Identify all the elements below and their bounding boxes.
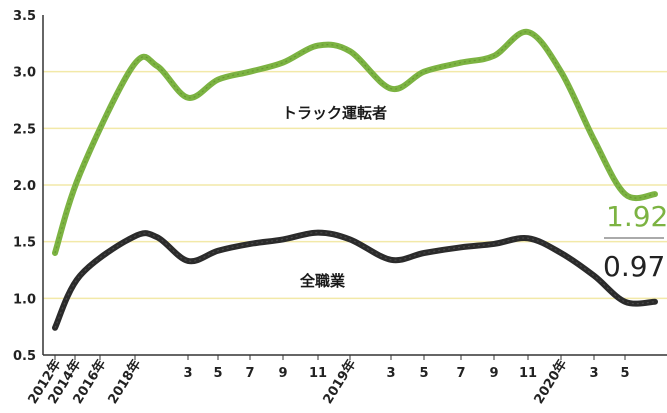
x-tick-label-8: 11 (309, 366, 327, 381)
series-0-point-7 (282, 62, 284, 64)
series-0-point-15 (560, 71, 562, 73)
x-tick-label-14: 11 (519, 366, 537, 381)
series-1-point-1 (79, 275, 81, 277)
series-1-point-11 (423, 252, 425, 254)
series-1-point-13 (493, 243, 495, 245)
series-1-point-17 (624, 301, 626, 303)
x-tick-label-12: 7 (456, 366, 465, 381)
series-0-point-6 (249, 71, 251, 73)
series-0-point-9 (349, 50, 351, 52)
series-1-point-2 (132, 236, 134, 238)
series-label-all-occupations: 全職業 (299, 272, 346, 290)
series-0-point-17 (624, 193, 626, 195)
x-tick-label-10: 3 (386, 366, 395, 381)
series-0-point-3 (156, 65, 158, 67)
x-tick-label-15: 2020年 (531, 357, 571, 407)
series-1-point-12 (460, 247, 462, 249)
series-0-point-16 (593, 139, 595, 141)
series-lines (52, 28, 658, 331)
series-0-point-5 (217, 79, 219, 81)
series-0-point-0 (54, 252, 56, 254)
series-0-point-11 (423, 71, 425, 73)
x-tick-label-4: 3 (183, 366, 192, 381)
y-tick-label-2: 1.5 (13, 236, 36, 251)
end-value-truck-drivers: 1.92 (606, 200, 667, 233)
series-0-point-8 (317, 45, 319, 47)
x-tick-label-5: 5 (213, 366, 222, 381)
x-tick-label-3: 2018年 (105, 357, 145, 407)
series-0-point-4 (187, 97, 189, 99)
series-1-point-0 (54, 327, 56, 329)
x-tick-label-7: 9 (278, 366, 287, 381)
series-1-point-14 (527, 237, 529, 239)
axes (42, 15, 667, 356)
y-axis-ticks: 0.5 1.0 1.5 2.0 2.5 3.0 3.5 (13, 9, 36, 364)
gridlines (43, 70, 667, 300)
series-1-point-3 (156, 236, 158, 238)
x-tick-label-6: 7 (245, 366, 254, 381)
series-0-point-12 (460, 62, 462, 64)
series-line-texture-1 (54, 231, 656, 329)
series-1-point-10 (390, 259, 392, 261)
y-tick-label-6: 3.5 (13, 9, 36, 24)
x-tick-label-16: 3 (589, 366, 598, 381)
series-line-1 (52, 229, 658, 331)
series-1-point-6 (249, 243, 251, 245)
series-1-point-7 (282, 239, 284, 241)
series-0-point-18 (654, 193, 656, 195)
x-tick-label-13: 9 (489, 366, 498, 381)
series-1-point-8 (317, 232, 319, 234)
x-tick-label-17: 5 (620, 366, 629, 381)
series-1-point-4 (187, 260, 189, 262)
x-tick-label-11: 5 (419, 366, 428, 381)
y-tick-label-4: 2.5 (13, 122, 36, 137)
series-1-point-9 (349, 239, 351, 241)
series-0-point-10 (390, 88, 392, 90)
series-0-point-13 (493, 55, 495, 57)
end-value-all-occupations: 0.97 (603, 250, 665, 283)
series-0-point-2 (132, 65, 134, 67)
series-1-point-16 (593, 275, 595, 277)
series-line-0 (52, 28, 658, 256)
series-0-point-14 (527, 31, 529, 33)
y-tick-label-0: 0.5 (13, 349, 36, 364)
series-label-truck-drivers: トラック運転者 (282, 104, 387, 122)
y-tick-label-1: 1.0 (13, 292, 36, 307)
series-1-point-15 (560, 252, 562, 254)
series-0-point-1 (79, 173, 81, 175)
series-line-texture-0 (54, 31, 656, 254)
y-tick-label-5: 3.0 (13, 66, 36, 81)
y-tick-label-3: 2.0 (13, 179, 36, 194)
series-1-point-5 (217, 250, 219, 252)
series-1-point-18 (654, 301, 656, 303)
series-labels: トラック運転者 全職業 1.92 0.97 (282, 104, 667, 290)
x-tick-label-9: 2019年 (320, 357, 360, 407)
